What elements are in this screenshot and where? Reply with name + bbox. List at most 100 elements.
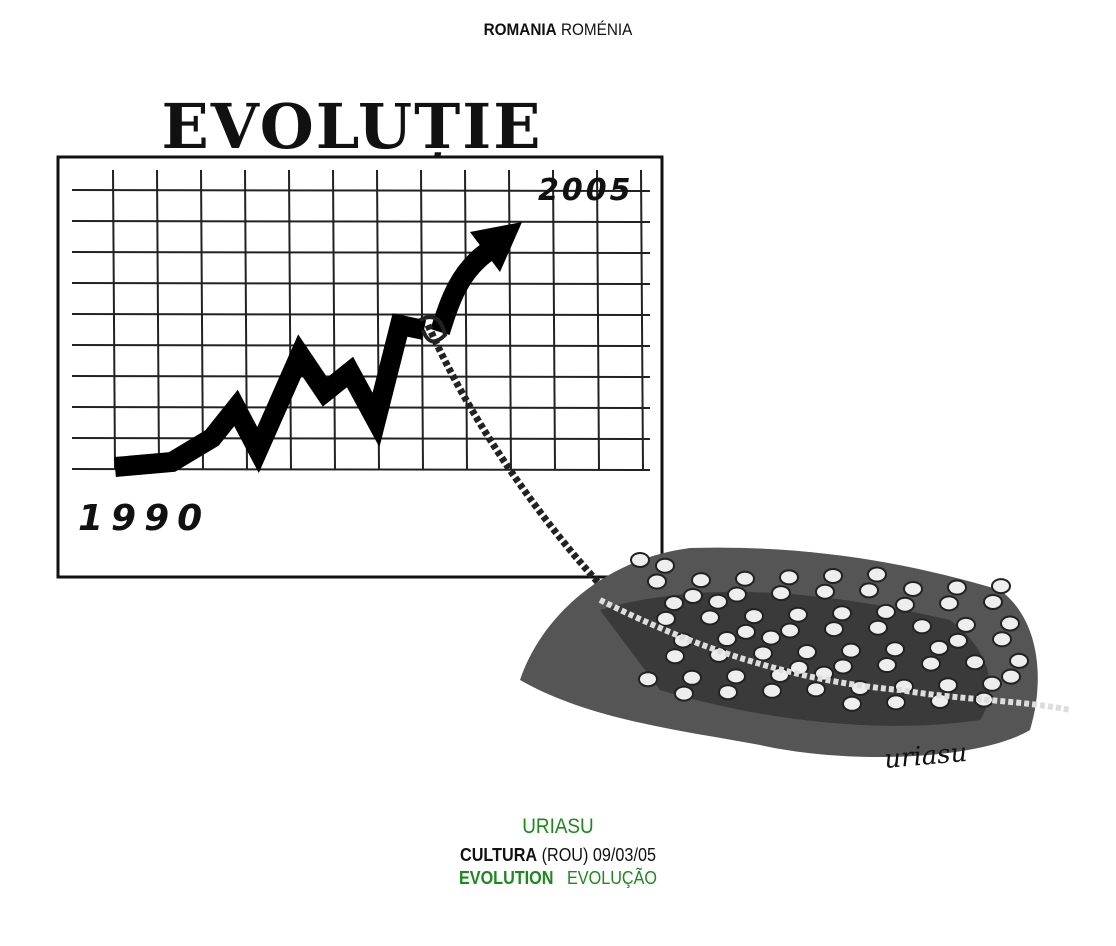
arrow-head (470, 222, 522, 272)
year-end: 2005 (538, 173, 634, 208)
crowd-head (886, 694, 906, 711)
cartoon-title: EVOLUȚIE (162, 90, 543, 163)
grid-line (552, 169, 556, 471)
publication-name: CULTURA (460, 845, 538, 865)
grid-line (71, 189, 651, 192)
board-grid (71, 169, 651, 471)
crowd-head (947, 579, 967, 596)
crowd-head (788, 606, 808, 623)
crowd-head (735, 570, 755, 587)
crowd-head (1001, 668, 1021, 685)
crowd-head (682, 669, 702, 686)
crowd-head (762, 682, 782, 699)
crowd-head (638, 671, 658, 688)
crowd-head (683, 587, 703, 604)
crowd-head (876, 603, 896, 620)
crowd-head (983, 593, 1003, 610)
crowd-head (938, 677, 958, 694)
crowd-head (779, 569, 799, 586)
crowd-head (691, 572, 711, 589)
grid-line (288, 169, 292, 471)
caption-title: EVOLUTION EVOLUÇÃO (56, 868, 1060, 889)
grid-line (464, 169, 468, 471)
grid-line (508, 169, 512, 471)
crowd-head (868, 619, 888, 636)
crowd-head (912, 618, 932, 635)
caption-author: URIASU (522, 815, 594, 838)
crowd-head (877, 657, 897, 674)
crowd-head (797, 644, 817, 661)
crowd-head (806, 681, 826, 698)
crowd-head (823, 567, 843, 584)
rope (424, 323, 608, 593)
grid-line (596, 169, 600, 471)
crowd-head (991, 578, 1011, 595)
crowd-head (965, 654, 985, 671)
rope-knot (419, 315, 448, 344)
crowd-pulling-rope (520, 547, 1071, 757)
crowd-head (939, 595, 959, 612)
grid-line (332, 169, 336, 471)
crowd-head (664, 595, 684, 612)
crowd-head (665, 648, 685, 665)
crowd-head (956, 616, 976, 633)
crowd-head (708, 593, 728, 610)
grid-line (112, 169, 116, 471)
crowd-head (841, 642, 861, 659)
title-en: EVOLUTION (458, 868, 554, 888)
publication-info: (ROU) 09/03/05 (541, 845, 656, 865)
year-start: 1990 (78, 498, 210, 539)
crowd-head (1000, 615, 1020, 632)
crowd-head (771, 585, 791, 602)
crowd-head (655, 557, 675, 574)
grid-line (71, 220, 651, 223)
crowd-head (647, 573, 667, 590)
crowd-head (1009, 652, 1029, 669)
crowd-head (824, 621, 844, 638)
crowd-head (903, 580, 923, 597)
crowd-head (736, 623, 756, 640)
crowd-head (744, 608, 764, 625)
grid-line (156, 169, 160, 471)
crowd-head (867, 566, 887, 583)
growth-arrow (430, 241, 496, 335)
grid-line (71, 313, 651, 316)
grid-line (200, 169, 204, 471)
title-pt: EVOLUÇÃO (567, 868, 658, 888)
crowd-head (895, 596, 915, 613)
crowd-head (727, 586, 747, 603)
crowd-head (859, 582, 879, 599)
country-name: ROMANIA (483, 20, 557, 39)
crowd-head (789, 659, 809, 676)
crowd-head (842, 695, 862, 712)
country-name-pt: ROMÉNIA (560, 20, 633, 39)
crowd-head (718, 684, 738, 701)
crowd-head (929, 639, 949, 656)
grid-line (71, 437, 651, 440)
crowd-head (780, 622, 800, 639)
crowd-head (726, 668, 746, 685)
grid-line (71, 251, 651, 254)
header: ROMANIA ROMÉNIA (56, 20, 1060, 40)
grid-line (71, 282, 651, 285)
crowd-head (761, 629, 781, 646)
crowd-head (992, 631, 1012, 648)
grid-line (71, 344, 651, 347)
crowd-head (815, 583, 835, 600)
caption-publication: CULTURA (ROU) 09/03/05 (56, 845, 1060, 866)
artist-signature: uriasu (883, 738, 968, 775)
crowd-head (885, 641, 905, 658)
crowd-head (656, 610, 676, 627)
crowd-head (833, 658, 853, 675)
crowd-head (700, 609, 720, 626)
crowd-head (948, 632, 968, 649)
crowd-head (832, 605, 852, 622)
crowd-head (630, 552, 650, 568)
crowd-head (717, 631, 737, 648)
grid-line (640, 169, 644, 471)
crowd-head (982, 675, 1002, 692)
crowd-head (674, 685, 694, 702)
growth-line (114, 313, 427, 477)
crowd-head (921, 655, 941, 672)
